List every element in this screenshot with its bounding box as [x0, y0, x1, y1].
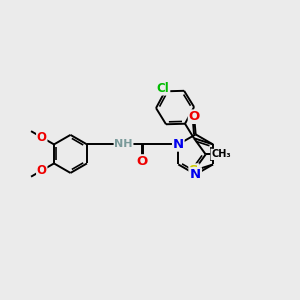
Text: O: O: [188, 110, 200, 123]
Text: N: N: [190, 168, 201, 181]
Text: O: O: [37, 131, 47, 144]
Text: N: N: [173, 138, 184, 151]
Text: O: O: [37, 164, 47, 177]
Text: CH₃: CH₃: [211, 149, 231, 159]
Text: NH: NH: [114, 139, 133, 149]
Text: Cl: Cl: [157, 82, 169, 95]
Text: S: S: [189, 164, 199, 177]
Text: O: O: [136, 155, 147, 168]
